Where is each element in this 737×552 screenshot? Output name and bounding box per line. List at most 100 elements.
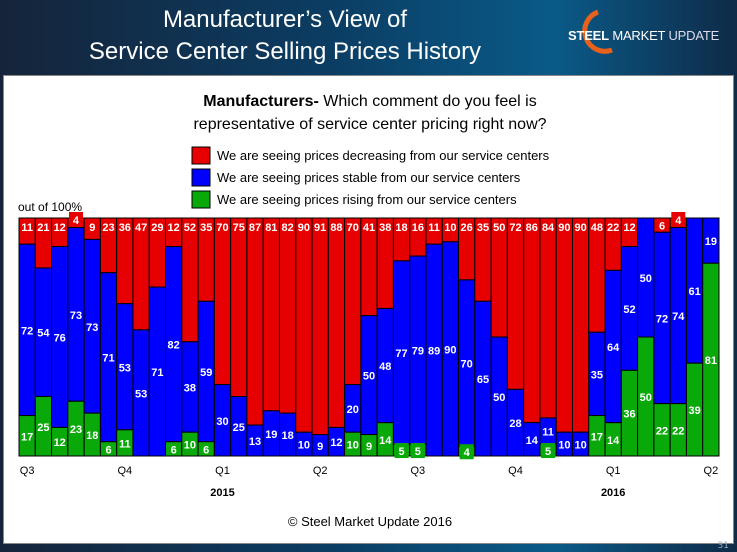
bar-35: 90 10 — [571, 217, 590, 457]
bar-segment-decreasing — [278, 217, 297, 414]
data-label-decreasing: 90 — [298, 222, 310, 234]
data-label-decreasing: 26 — [461, 222, 473, 234]
legend-label-decreasing: We are seeing prices decreasing from our… — [217, 148, 550, 163]
data-label-stable: 14 — [526, 435, 539, 447]
x-tick-label: Q3 — [410, 465, 425, 477]
data-label-stable: 74 — [672, 311, 685, 323]
bar-segment-decreasing — [571, 217, 590, 433]
data-label-decreasing: 52 — [184, 222, 196, 234]
bar-26: 11 89 — [425, 217, 443, 457]
data-label-decreasing: 48 — [591, 222, 603, 234]
bar-28: 26 70 4 — [458, 217, 476, 460]
bar-27: 10 90 — [441, 217, 460, 457]
data-label-decreasing: 84 — [542, 222, 555, 234]
data-label-stable: 61 — [688, 286, 700, 298]
bar-5: 9 73 18 — [83, 217, 101, 457]
data-label-stable: 13 — [249, 436, 261, 448]
data-label-decreasing: 35 — [200, 222, 212, 234]
data-label-stable: 50 — [363, 371, 375, 383]
data-label-decreasing: 36 — [119, 222, 131, 234]
bar-segment-decreasing — [230, 217, 248, 397]
bar-segment-decreasing — [490, 217, 508, 338]
x-tick-label: Q1 — [215, 465, 230, 477]
bar-segment-decreasing — [588, 217, 606, 333]
data-label-stable: 38 — [184, 382, 196, 394]
data-label-decreasing: 90 — [575, 222, 587, 234]
bar-37: 22 64 14 — [604, 217, 622, 457]
data-label-stable: 19 — [265, 429, 277, 441]
data-label-decreasing: 70 — [347, 222, 359, 234]
legend-swatch-stable — [191, 168, 211, 187]
y-axis-label: out of 100% — [18, 200, 82, 214]
data-label-box — [541, 443, 556, 459]
data-label-rising: 6 — [171, 444, 177, 456]
data-label-rising: 22 — [656, 425, 668, 437]
data-label-stable: 30 — [216, 416, 228, 428]
bar-38: 12 52 36 — [620, 217, 639, 457]
title-line-1: Manufacturer’s View of — [162, 6, 408, 33]
data-label-rising: 17 — [591, 431, 603, 443]
data-label-stable: 59 — [200, 367, 212, 379]
data-label-rising: 5 — [545, 446, 551, 458]
data-label-decreasing: 87 — [249, 222, 261, 234]
x-axis-labels: Q3 Q4 Q1 Q2 Q3 Q4 Q1 Q2 2015 2016 — [20, 465, 718, 499]
bar-segment-decreasing — [327, 217, 346, 428]
bar-41: 4 74 22 — [669, 212, 687, 457]
data-label-decreasing: 86 — [526, 222, 538, 234]
bar-segment-decreasing — [181, 217, 199, 343]
data-label-decreasing: 23 — [102, 222, 114, 234]
x-tick-label: Q4 — [117, 465, 132, 477]
data-label-stable: 76 — [54, 333, 66, 345]
data-label-decreasing: 4 — [73, 215, 80, 227]
steel-market-update-logo: STEEL MARKET UPDATE — [560, 6, 735, 56]
data-label-box — [410, 443, 425, 459]
data-label-stable: 71 — [102, 353, 114, 365]
bar-segment-decreasing — [539, 217, 557, 419]
logo-text-market: MARKET — [608, 28, 666, 43]
data-label-decreasing: 91 — [314, 222, 326, 234]
data-label-box — [459, 444, 474, 460]
data-label-decreasing: 41 — [363, 222, 375, 234]
bar-22: 41 50 9 — [360, 217, 378, 457]
bar-9: 29 71 — [148, 217, 167, 457]
bar-24: 18 77 5 — [392, 217, 411, 459]
data-label-stable: 12 — [330, 437, 342, 449]
bar-segment-decreasing — [555, 217, 573, 433]
data-label-stable: 50 — [640, 273, 652, 285]
bar-segment-decreasing — [311, 217, 329, 436]
bar-36: 48 35 17 — [588, 217, 606, 457]
data-label-rising: 14 — [607, 435, 620, 447]
data-label-stable: 9 — [317, 441, 323, 453]
data-label-stable: 73 — [70, 310, 82, 322]
data-label-rising: 17 — [21, 431, 33, 443]
data-label-decreasing: 90 — [558, 222, 570, 234]
data-label-stable: 48 — [379, 361, 391, 373]
bar-30: 50 50 — [490, 217, 508, 457]
data-label-stable: 28 — [509, 418, 521, 430]
bar-13: 70 30 — [213, 217, 232, 457]
data-label-rising: 81 — [705, 355, 717, 367]
data-label-decreasing: 38 — [379, 222, 391, 234]
data-label-rising: 36 — [623, 409, 635, 421]
bar-15: 87 13 — [246, 217, 264, 457]
data-label-stable: 10 — [558, 440, 570, 452]
data-label-rising: 25 — [37, 422, 49, 434]
data-label-decreasing: 18 — [395, 222, 407, 234]
year-label: 2016 — [601, 487, 625, 499]
bar-29: 35 65 — [474, 217, 492, 457]
bar-segment-decreasing — [523, 217, 541, 424]
bar-segment-decreasing — [344, 217, 362, 386]
data-label-stable: 52 — [623, 304, 635, 316]
x-tick-label: Q1 — [606, 465, 621, 477]
data-label-decreasing: 12 — [54, 222, 66, 234]
data-label-stable: 73 — [86, 322, 98, 334]
bar-34: 90 10 — [555, 217, 573, 457]
legend-label-stable: We are seeing prices stable from our ser… — [217, 170, 521, 185]
data-label-rising: 39 — [688, 405, 700, 417]
chart-title-line-2: representative of service center pricing… — [193, 116, 546, 133]
bar-19: 91 9 — [311, 217, 329, 457]
data-label-rising: 22 — [672, 425, 684, 437]
data-label-decreasing: 10 — [444, 222, 456, 234]
data-label-stable: 82 — [168, 340, 180, 352]
